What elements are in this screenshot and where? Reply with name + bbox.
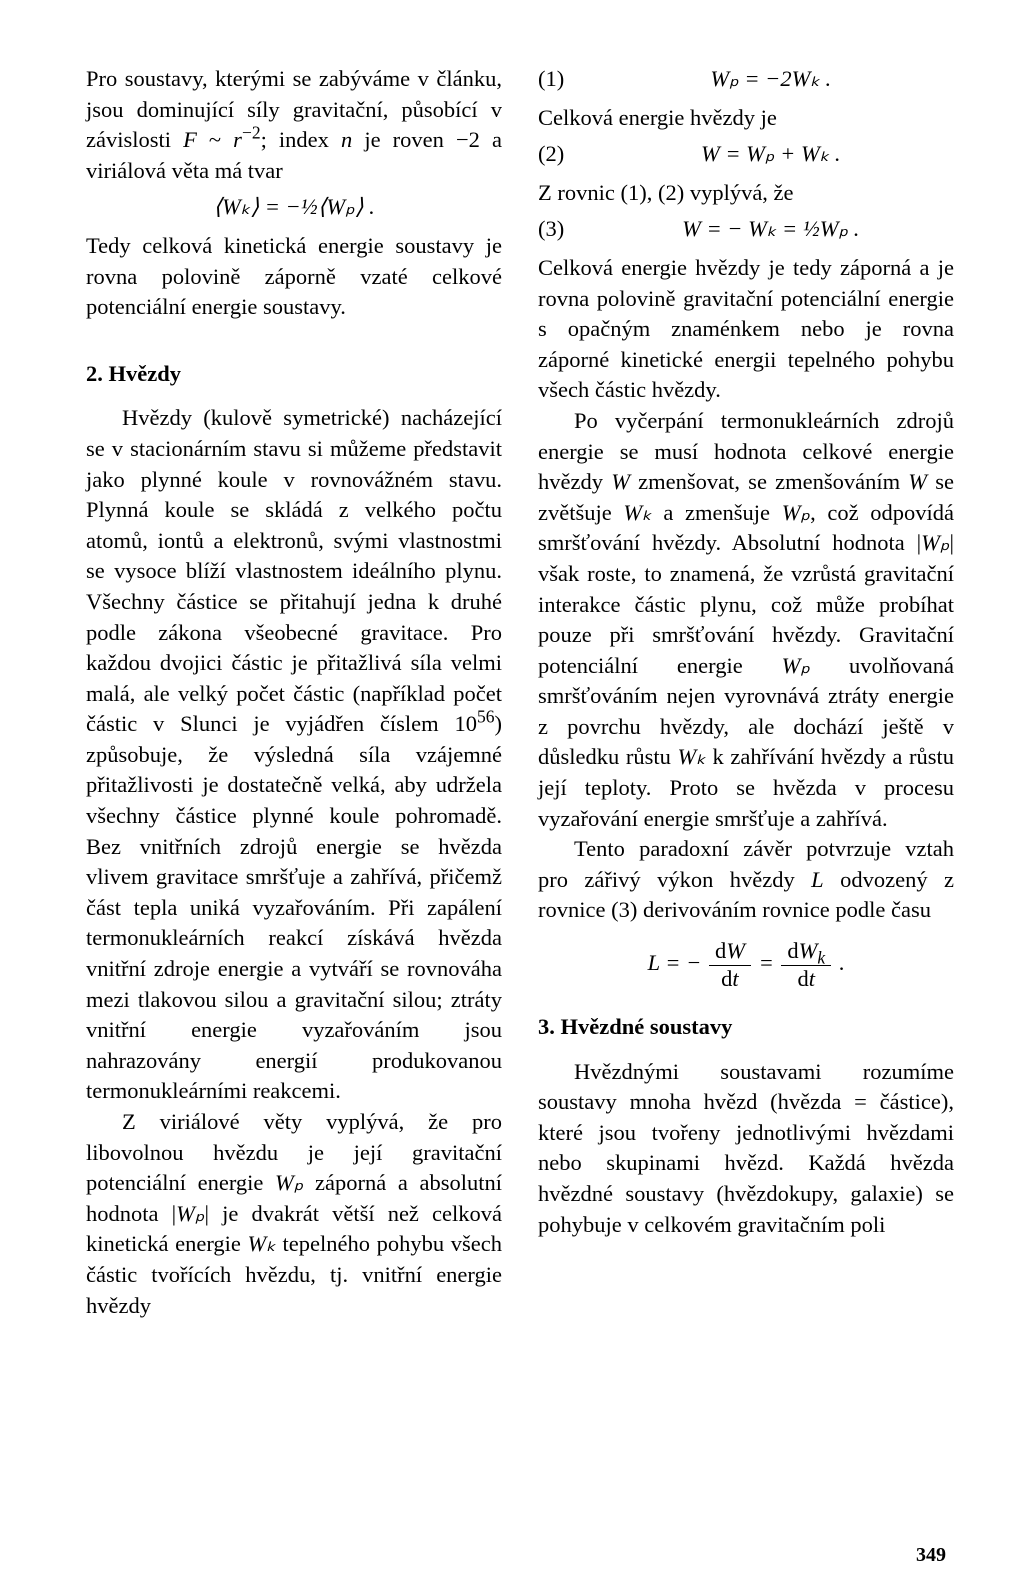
- text: Tedy celková kinetická energie soustavy …: [86, 233, 502, 319]
- text: Hvězdy (kulově symetrické) nacházející s…: [86, 405, 502, 736]
- eq-number: (2): [538, 139, 588, 170]
- eq-L-mid: =: [759, 950, 780, 975]
- exponent-56: 56: [477, 707, 495, 727]
- text: ~: [197, 127, 233, 152]
- eq-body: W = Wₚ + Wₖ .: [701, 141, 841, 166]
- equation-virial: ⟨Wₖ⟩ = −½⟨Wₚ⟩ .: [86, 192, 502, 223]
- paragraph-5: Celková energie hvězdy je: [538, 103, 954, 134]
- page-number: 349: [916, 1544, 946, 1567]
- text: a zmenšuje: [652, 500, 782, 525]
- num: dWk: [787, 938, 825, 963]
- paragraph-2: Tedy celková kinetická energie soustavy …: [86, 231, 502, 323]
- math-Wp: Wₚ: [921, 530, 949, 555]
- fraction-dWkdt: dWk dt: [781, 940, 831, 990]
- paragraph-1: Pro soustavy, kterými se zabýváme v člán…: [86, 64, 502, 186]
- fraction-dWdt: dW dt: [709, 940, 751, 990]
- two-column-text: Pro soustavy, kterými se zabýváme v člán…: [86, 64, 954, 1504]
- math-r: r: [233, 127, 242, 152]
- eq-body: W = − Wₖ = ½Wₚ .: [682, 216, 859, 241]
- den: dt: [798, 966, 816, 991]
- math-F: F: [183, 127, 197, 152]
- paragraph-9: Tento paradoxní závěr potvrzuje vztah pr…: [538, 834, 954, 926]
- math-Wk: Wₖ: [248, 1231, 276, 1256]
- den: dt: [721, 966, 739, 991]
- eq-body: Wₚ = −2Wₖ .: [710, 66, 831, 91]
- math-Wk: Wₖ: [678, 744, 706, 769]
- math-Wp: Wₚ: [275, 1170, 303, 1195]
- eq-number: (1): [538, 64, 588, 95]
- section-3-heading: 3. Hvězdné soustavy: [538, 1012, 954, 1043]
- paragraph-3: Hvězdy (kulově symetrické) nacházející s…: [86, 403, 502, 1107]
- exponent: −2: [242, 123, 261, 143]
- math-W: W: [908, 469, 927, 494]
- paragraph-10: Hvězdnými soustavami rozumíme soustavy m…: [538, 1057, 954, 1241]
- eq-L-post: .: [839, 950, 845, 975]
- eq-text: ⟨Wₖ⟩ = −½⟨Wₚ⟩ .: [213, 194, 375, 219]
- spacer: [86, 323, 502, 337]
- paragraph-6: Z rovnic (1), (2) vyplývá, že: [538, 178, 954, 209]
- equation-3: (3) W = − Wₖ = ½Wₚ .: [538, 214, 954, 245]
- math-W: W: [611, 469, 630, 494]
- text: ) způsobuje, že výsledná síla vzájemné p…: [86, 711, 502, 1103]
- paragraph-7: Celková energie hvězdy je tedy záporná a…: [538, 253, 954, 406]
- equation-L: L = − dW dt = dWk dt .: [538, 940, 954, 990]
- text: zmenšovat, se zmenšováním: [630, 469, 908, 494]
- paragraph-8: Po vyčerpání termonukleárních zdrojů ene…: [538, 406, 954, 834]
- math-Wp: Wₚ: [782, 653, 810, 678]
- eq-L-pre: L = −: [648, 950, 702, 975]
- equation-1: (1) Wₚ = −2Wₖ .: [538, 64, 954, 95]
- math-Wk: Wₖ: [623, 500, 651, 525]
- math-n: n: [341, 127, 352, 152]
- math-L: L: [811, 867, 824, 892]
- section-2-heading: 2. Hvězdy: [86, 359, 502, 390]
- eq-number: (3): [538, 214, 588, 245]
- page: Pro soustavy, kterými se zabýváme v člán…: [0, 0, 1024, 1595]
- text: ; index: [261, 127, 341, 152]
- num: dW: [715, 938, 745, 963]
- equation-2: (2) W = Wₚ + Wₖ .: [538, 139, 954, 170]
- math-Wp: Wₚ: [176, 1201, 204, 1226]
- math-Wp: Wₚ: [782, 500, 810, 525]
- paragraph-4: Z viriálové věty vyplývá, že pro libovol…: [86, 1107, 502, 1321]
